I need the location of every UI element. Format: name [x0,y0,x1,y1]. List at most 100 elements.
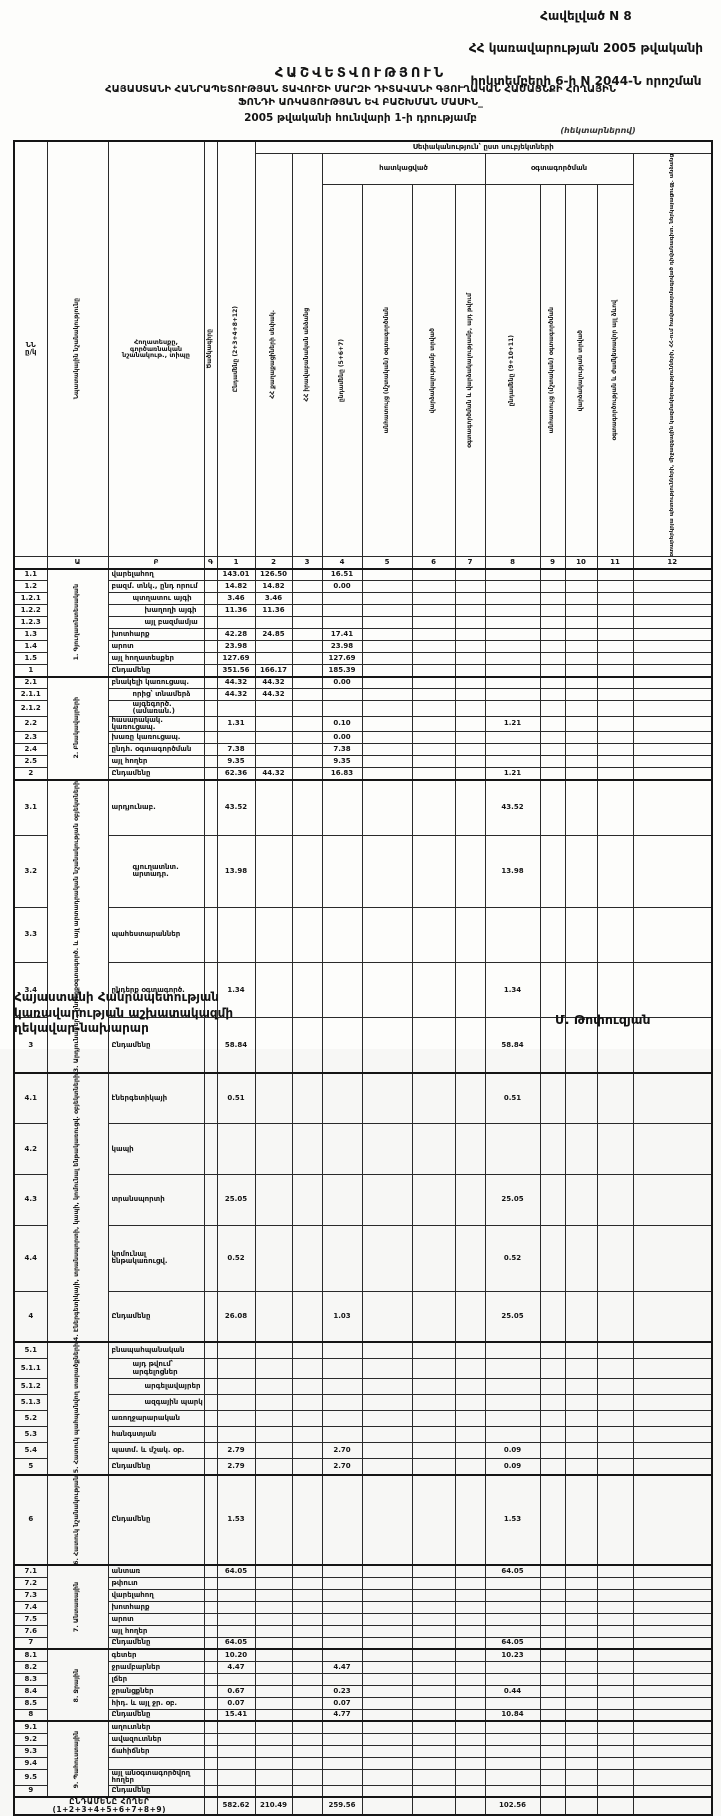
value-cell-5 [361,1624,413,1638]
value-cell-7 [454,767,486,781]
value-cell-5 [361,1564,413,1578]
value-cell-3 [291,962,323,1019]
value-cell-10 [564,778,598,836]
value-cell-9 [539,675,566,690]
row-no-cell: 9.5 [13,1768,48,1786]
value-cell-8 [484,1696,541,1710]
value-cell-7 [454,1174,486,1226]
code-cell [203,1341,218,1359]
value-cell-1: 351.56 [216,664,256,678]
units-note: (հեկտարներով) [560,126,636,135]
value-cell-7 [454,1357,486,1380]
value-cell-10 [564,1756,598,1770]
value-cell-9 [539,962,566,1019]
value-cell-9 [539,743,566,757]
value-cell-9 [539,1357,566,1380]
value-cell-1 [216,1357,256,1380]
row-no-cell: 7.2 [13,1576,48,1590]
value-cell-9 [539,1473,566,1566]
value-cell-12 [632,1564,713,1578]
value-cell-7 [454,715,486,733]
grand-total-value-2: 210.49 [254,1796,293,1816]
value-cell-6 [411,1648,456,1662]
value-cell-9 [539,1072,566,1125]
value-cell-10 [564,664,598,678]
value-cell-2 [254,1123,293,1176]
land-type-cell: արդյունաբ. [107,778,205,836]
value-cell-4 [321,1564,363,1578]
value-cell-1 [216,1394,256,1412]
value-cell-1: 4.47 [216,1660,256,1674]
value-cell-5 [361,1660,413,1674]
value-cell-2: 166.17 [254,664,293,678]
value-cell-8: 1.21 [484,715,541,733]
value-cell-10 [564,1072,598,1125]
col-header-5: անհատույց (մշտական) օգտագործման [361,183,413,558]
land-type-cell: կոմունալ ենթակառուցվ. [107,1224,205,1293]
value-cell-12 [632,675,713,690]
value-cell-7 [454,1394,486,1412]
value-cell-2 [254,1564,293,1578]
code-cell [203,675,218,690]
letter-cell: 10 [564,556,598,570]
value-cell-1 [216,1612,256,1626]
value-cell-3 [291,1784,323,1798]
table-row: 5.4 պատմ. և մշակ. օբ. 2.79 2.70 0.09 [13,1442,713,1459]
value-cell-4: 1.03 [321,1291,363,1343]
value-cell-10 [564,1648,598,1662]
value-cell-8 [484,743,541,757]
value-cell-9 [539,688,566,702]
table-row: 2 Ընդամենը 62.36 44.32 16.83 1.21 [13,767,713,781]
value-cell-4 [321,616,363,630]
value-cell-1: 11.36 [216,604,256,618]
value-cell-4 [321,834,363,908]
value-cell-6 [411,1732,456,1746]
header-band-ownership: Սեփականություն՝ ըստ սուբյեկտների [254,140,713,154]
col-header-4: ընդամենը (5+6+7) [321,183,363,558]
value-cell-8: 0.09 [484,1457,541,1476]
letter-cell: 1 [216,556,256,570]
value-cell-12 [632,1684,713,1698]
value-cell-5 [361,1744,413,1758]
value-cell-12 [632,1473,713,1566]
value-cell-8: 0.51 [484,1072,541,1125]
value-cell-10 [564,1564,598,1578]
table-row: 8.1 8. Ջրային գետեր 10.20 10.23 [13,1648,713,1722]
value-cell-5 [361,1394,413,1412]
value-cell-6 [411,640,456,654]
value-cell-5 [361,1457,413,1476]
value-cell-9 [539,1744,566,1758]
value-cell-4 [321,1174,363,1226]
value-cell-7 [454,640,486,654]
value-cell-6 [411,1672,456,1686]
value-cell-11 [596,778,634,836]
value-cell-4 [321,1612,363,1626]
value-cell-6 [411,1341,456,1359]
value-cell-3 [291,1660,323,1674]
code-cell [203,1072,218,1125]
row-no-cell: 4.2 [13,1123,48,1176]
value-cell-5 [361,640,413,654]
code-cell [203,834,218,908]
value-cell-5 [361,1341,413,1359]
value-cell-3 [291,1394,323,1412]
value-cell-12 [632,1612,713,1626]
value-cell-2 [254,1696,293,1710]
code-cell [203,1708,218,1722]
value-cell-1: 14.82 [216,580,256,594]
value-cell-7 [454,1708,486,1722]
value-cell-8: 43.52 [484,778,541,836]
value-cell-4: 9.35 [321,755,363,769]
value-cell-9 [539,1684,566,1698]
value-cell-7 [454,1720,486,1734]
value-cell-11 [596,715,634,733]
value-cell-4 [321,778,363,836]
value-cell-3 [291,778,323,836]
code-cell [203,628,218,642]
col-header-10-label: վարձակալության տրված [576,329,584,412]
section-label-cell: 9. Պահուստային [46,1720,109,1798]
value-cell-2 [254,1684,293,1698]
value-cell-5 [361,1708,413,1722]
value-cell-12 [632,628,713,642]
value-cell-6 [411,1636,456,1650]
